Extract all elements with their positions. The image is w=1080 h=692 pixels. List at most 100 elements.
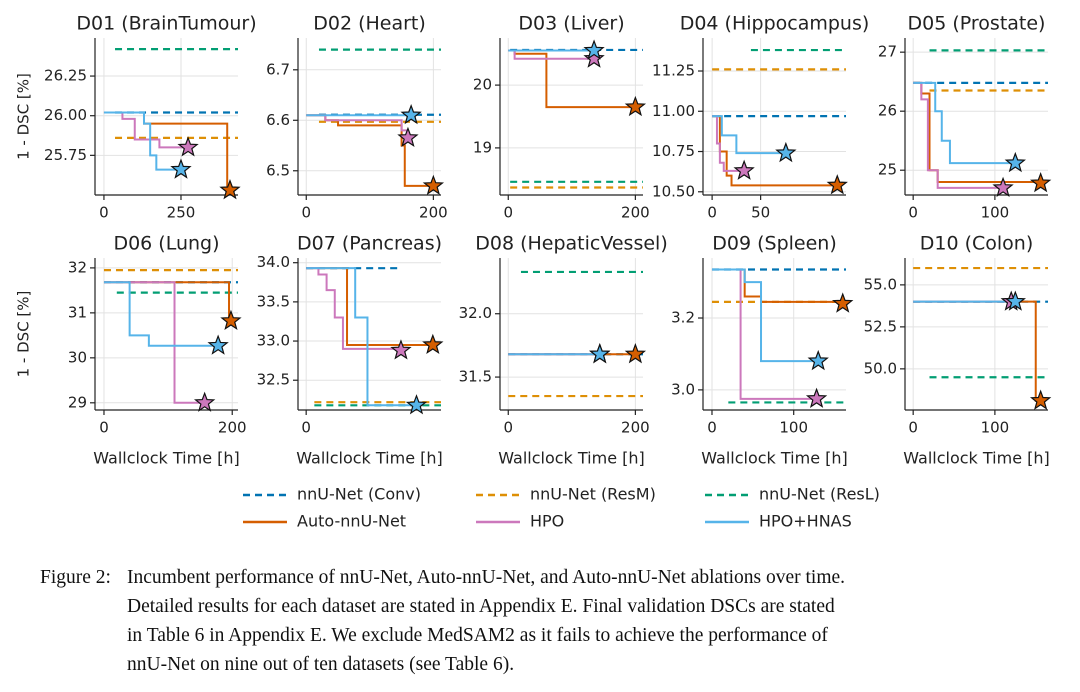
y-tick-label: 20 bbox=[473, 76, 492, 94]
subplot-title: D07 (Pancreas) bbox=[297, 233, 442, 255]
step-line bbox=[712, 115, 838, 187]
x-axis-label: Wallclock Time [h] bbox=[903, 449, 1050, 468]
incumbent-star bbox=[207, 334, 229, 355]
x-tick-label: 50 bbox=[751, 204, 770, 222]
subplot-title: D02 (Heart) bbox=[313, 13, 426, 35]
incumbent-star bbox=[1004, 290, 1026, 311]
incumbent-star bbox=[177, 136, 199, 157]
step-line bbox=[103, 111, 189, 149]
subplot: D02 (Heart) 6.5 6.6 6.7 0 200 bbox=[266, 13, 448, 222]
incumbent-star bbox=[805, 387, 828, 408]
y-tick-label: 3.0 bbox=[671, 380, 695, 398]
step-line bbox=[711, 268, 819, 363]
incumbent-star bbox=[775, 141, 797, 163]
y-tick-label: 26 bbox=[878, 102, 897, 120]
step-line bbox=[103, 281, 219, 347]
y-tick-label: 30 bbox=[68, 348, 87, 366]
y-tick-label: 25.75 bbox=[44, 146, 87, 164]
x-tick-label: 200 bbox=[419, 204, 448, 222]
incumbent-star bbox=[422, 174, 445, 195]
caption: Incumbent performance of nnU-Net, Auto-n… bbox=[127, 563, 845, 679]
step-line bbox=[306, 267, 402, 351]
subplot-title: D04 (Hippocampus) bbox=[680, 13, 870, 35]
y-tick-label: 26.25 bbox=[44, 67, 87, 85]
subplot: D08 (HepaticVessel) 31.5 32.0 0 200 Wallclock… bbox=[459, 233, 668, 468]
step-line bbox=[913, 300, 1041, 402]
y-tick-label: 11.00 bbox=[652, 102, 695, 120]
step-line bbox=[103, 281, 205, 404]
y-tick-label: 50.0 bbox=[864, 359, 897, 377]
incumbent-star bbox=[589, 343, 611, 364]
subplot: D01 (BrainTumour) 25.75 26.00 26.25 0 250 1 - … bbox=[15, 13, 257, 222]
y-tick-label: 33.5 bbox=[257, 292, 290, 310]
legend-label: HPO bbox=[530, 512, 564, 531]
subplot-title: D10 (Colon) bbox=[920, 233, 1034, 255]
incumbent-star bbox=[220, 309, 242, 331]
subplot-title: D06 (Lung) bbox=[113, 233, 219, 255]
incumbent-star bbox=[992, 176, 1014, 197]
subplot-title: D05 (Prostate) bbox=[908, 13, 1046, 35]
subplot-title: D01 (BrainTumour) bbox=[76, 13, 256, 35]
subplot: D05 (Prostate) 25 26 27 0 100 bbox=[878, 13, 1052, 222]
x-axis-label: Wallclock Time [h] bbox=[93, 449, 240, 468]
x-tick-label: 100 bbox=[779, 419, 808, 437]
y-tick-label: 25 bbox=[878, 161, 897, 179]
step-line bbox=[103, 111, 181, 171]
subplot-title: D03 (Liver) bbox=[518, 13, 624, 35]
incumbent-star bbox=[624, 343, 647, 364]
y-tick-label: 29 bbox=[68, 393, 87, 411]
y-tick-label: 6.5 bbox=[266, 161, 290, 179]
caption-line: in Table 6 in Appendix E. We exclude Med… bbox=[127, 625, 828, 646]
incumbent-star bbox=[405, 394, 428, 415]
incumbent-star bbox=[1029, 389, 1052, 410]
y-tick-label: 33.0 bbox=[257, 332, 290, 350]
subplot: D10 (Colon) 50.0 52.5 55.0 0 100 Wallclock Tim… bbox=[864, 233, 1052, 468]
x-tick-label: 0 bbox=[503, 204, 513, 222]
legend-label: HPO+HNAS bbox=[759, 512, 852, 531]
incumbent-star bbox=[832, 292, 854, 313]
y-axis-label: 1 - DSC [%] bbox=[15, 73, 33, 160]
incumbent-star bbox=[1029, 171, 1052, 193]
x-tick-label: 0 bbox=[908, 204, 918, 222]
incumbent-star bbox=[583, 47, 605, 68]
step-line bbox=[913, 81, 1004, 189]
y-tick-label: 3.2 bbox=[671, 309, 695, 327]
x-tick-label: 0 bbox=[707, 204, 717, 222]
x-tick-label: 250 bbox=[167, 204, 196, 222]
caption-line: Incumbent performance of nnU-Net, Auto-n… bbox=[127, 567, 846, 588]
step-line bbox=[913, 81, 1042, 184]
x-tick-label: 0 bbox=[707, 419, 717, 437]
y-tick-label: 19 bbox=[473, 138, 492, 156]
step-line bbox=[711, 268, 844, 304]
subplot-title: D09 (Spleen) bbox=[712, 233, 837, 255]
step-line bbox=[913, 81, 1016, 165]
y-tick-label: 55.0 bbox=[864, 275, 897, 293]
caption-line: Detailed results for each dataset are st… bbox=[127, 596, 835, 617]
step-line bbox=[306, 267, 433, 346]
incumbent-star bbox=[624, 95, 647, 117]
x-tick-label: 0 bbox=[503, 419, 513, 437]
step-line bbox=[711, 268, 817, 400]
incumbent-star bbox=[193, 391, 216, 412]
x-tick-label: 0 bbox=[99, 204, 109, 222]
y-tick-label: 34.0 bbox=[257, 253, 290, 271]
incumbent-star bbox=[400, 104, 422, 125]
x-tick-label: 100 bbox=[981, 204, 1010, 222]
y-tick-label: 10.50 bbox=[652, 182, 695, 200]
x-tick-label: 200 bbox=[621, 204, 650, 222]
incumbent-star bbox=[733, 159, 755, 180]
y-tick-label: 27 bbox=[878, 43, 897, 61]
y-tick-label: 32 bbox=[68, 258, 87, 276]
step-line bbox=[712, 115, 786, 155]
x-tick-label: 0 bbox=[908, 419, 918, 437]
incumbent-star bbox=[826, 174, 848, 195]
x-tick-label: 100 bbox=[981, 419, 1010, 437]
incumbent-star bbox=[397, 126, 419, 148]
y-tick-label: 31 bbox=[68, 303, 87, 321]
incumbent-star bbox=[390, 339, 412, 360]
x-tick-label: 200 bbox=[218, 419, 247, 437]
y-tick-label: 11.25 bbox=[652, 62, 695, 80]
step-line bbox=[306, 267, 417, 407]
